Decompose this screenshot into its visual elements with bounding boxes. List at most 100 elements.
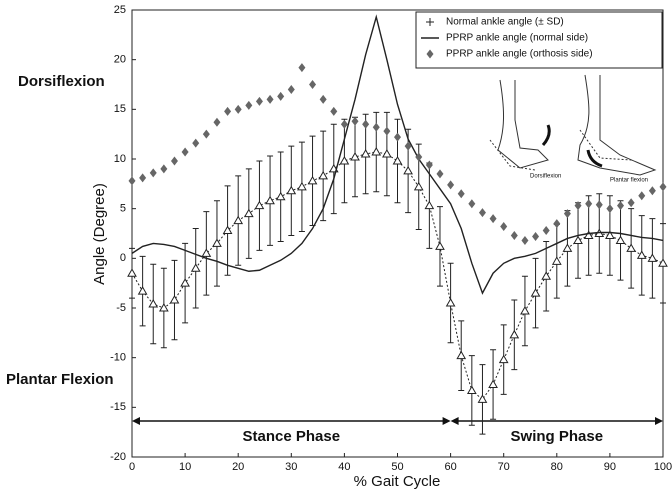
diamond-marker [234,104,242,114]
plantar-flexion-label: Plantar Flexion [6,371,114,388]
diamond-marker [277,91,285,101]
triangle-marker [148,299,159,308]
diamond-marker [404,141,412,151]
diamond-marker [245,100,253,110]
diamond-marker [553,219,561,229]
triangle-marker [201,248,212,257]
y-tick-label: 15 [114,103,126,115]
legend-label: PPRP ankle angle (normal side) [446,33,588,44]
diamond-marker [330,106,338,116]
triangle-marker [360,149,371,158]
triangle-marker [658,258,668,267]
diamond-marker [468,199,476,209]
triangle-marker [477,394,488,403]
triangle-marker [233,215,244,225]
triangle-marker [403,165,413,175]
diamond-marker [139,173,147,183]
diamond-marker [351,116,359,126]
triangle-marker [530,288,541,297]
x-tick-label: 40 [338,461,350,473]
triangle-marker [466,385,477,394]
y-tick-label: 0 [120,252,126,264]
legend-box [415,11,663,69]
legend-marker [426,18,434,26]
diamond-marker [648,186,656,196]
inset-plantar: Plantar flexion [610,178,648,184]
y-tick-label: -20 [110,451,126,463]
diamond-marker [383,126,391,136]
triangle-marker [265,195,275,205]
triangle-marker [488,379,498,388]
triangle-marker [127,268,137,277]
diamond-marker [500,222,508,232]
diamond-marker [362,119,370,129]
y-tick-label: -10 [110,352,126,364]
diamond-marker [585,199,593,209]
diamond-marker [372,122,380,132]
x-tick-label: 30 [285,461,297,473]
x-tick-label: 0 [129,461,135,473]
dorsiflexion-label: Dorsiflexion [18,73,105,90]
triangle-marker [424,200,435,210]
triangle-marker [180,278,190,287]
triangle-marker [339,155,350,165]
inset-feet [489,74,657,176]
diamond-marker [457,189,465,199]
diamond-marker [478,208,486,218]
phase-label: Swing Phase [511,428,604,445]
diamond-marker [425,160,433,170]
y-tick-label: 20 [114,54,126,66]
triangle-marker [254,200,265,210]
x-tick-label: 10 [179,461,191,473]
x-tick-label: 50 [391,461,403,473]
diamond-marker [436,169,444,179]
x-tick-label: 20 [232,461,244,473]
diamond-marker [489,214,497,224]
triangle-marker [297,181,307,191]
phase-label: Stance Phase [243,428,341,445]
diamond-marker [149,168,157,178]
triangle-marker [520,305,530,315]
triangle-marker [456,350,467,360]
triangle-marker [647,253,658,262]
diamond-marker [563,209,571,219]
series-line [131,14,664,295]
diamond-marker [213,117,221,127]
diamond-marker [181,147,189,157]
diamond-marker [415,152,423,162]
triangle-marker [583,230,594,239]
diamond-marker [340,119,348,129]
diamond-marker [617,201,625,211]
y-tick-label: -5 [116,302,126,314]
triangle-marker [573,235,583,244]
diamond-marker [627,198,635,208]
triangle-marker [382,149,392,158]
triangle-marker [392,155,403,165]
diamond-marker [638,191,646,201]
diamond-marker [510,230,518,240]
triangle-marker [509,329,520,339]
diamond-marker [606,204,614,214]
diamond-marker [266,94,274,104]
diamond-marker [574,201,582,211]
plot-frame [131,9,664,458]
triangle-marker [318,170,329,180]
triangle-marker [307,175,318,185]
x-tick-label: 80 [551,461,563,473]
legend-label: PPRP ankle angle (orthosis side) [446,49,593,60]
diamond-marker [128,176,136,186]
diamond-marker [170,156,178,166]
triangle-marker [371,147,382,156]
triangle-marker [212,238,222,247]
diamond-marker [192,138,200,148]
triangle-marker [636,250,647,259]
diamond-marker [202,129,210,139]
triangle-marker [169,295,180,304]
x-tick-label: 100 [654,461,672,473]
diamond-marker [394,132,401,142]
x-tick-label: 60 [444,461,456,473]
triangle-marker [435,241,445,250]
diamond-marker [255,96,263,106]
diamond-marker [595,200,603,210]
triangle-marker [413,181,424,191]
